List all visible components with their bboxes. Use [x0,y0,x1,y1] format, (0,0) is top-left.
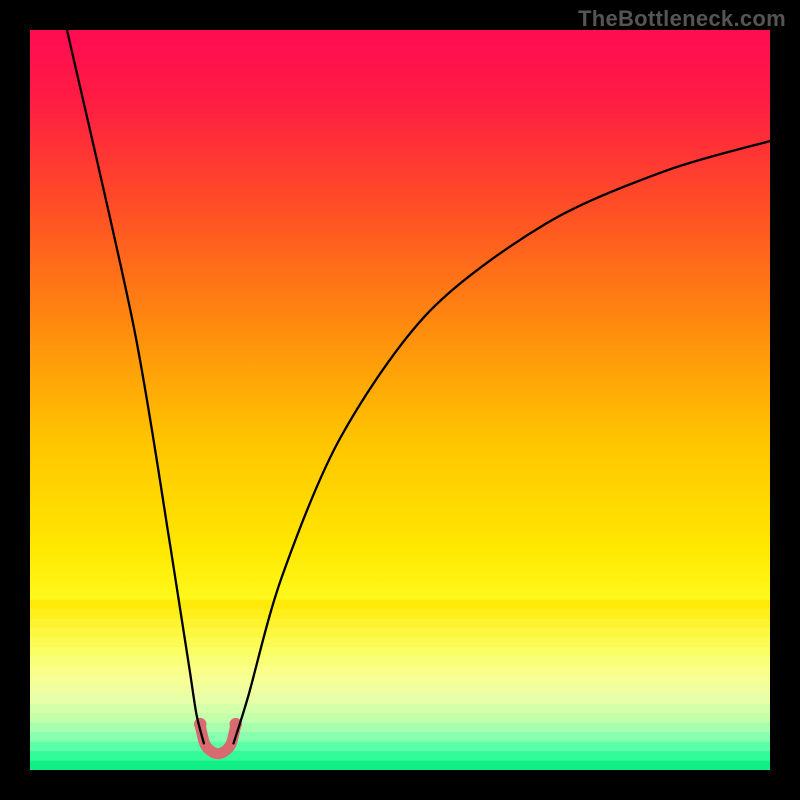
chart-container: TheBottleneck.com [0,0,800,800]
curves-layer [30,30,770,770]
watermark-text: TheBottleneck.com [578,6,786,32]
trough-u-marker [200,726,236,754]
v-curve-left [67,30,204,743]
plot-area [30,30,770,770]
v-curve-right [234,141,771,743]
